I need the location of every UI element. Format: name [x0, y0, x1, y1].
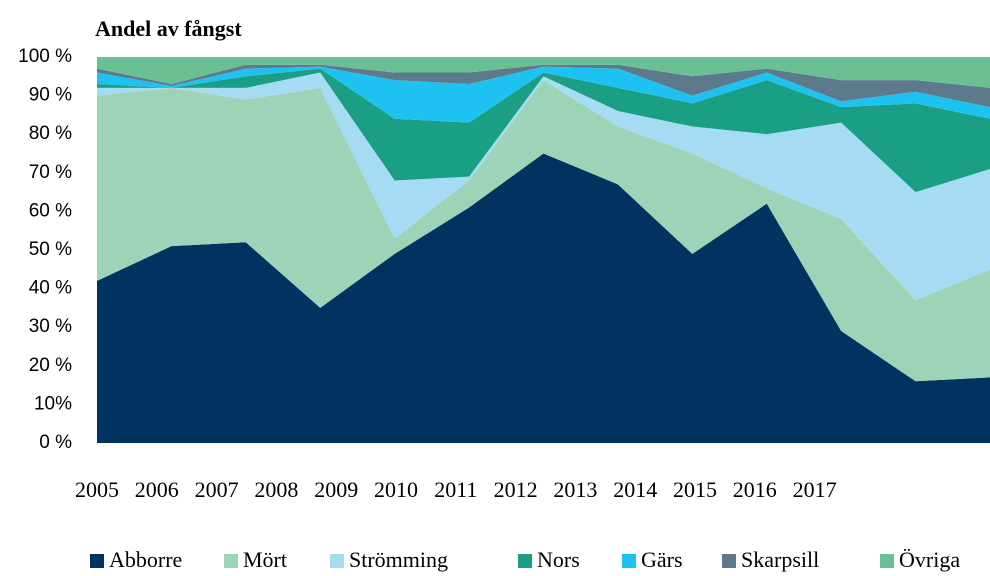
area: [97, 66, 990, 123]
y-tick-label: 90 %: [29, 85, 72, 106]
y-tick-label: 80 %: [29, 123, 72, 144]
x-tick-label: 2016: [733, 477, 777, 502]
y-tick-label: 10%: [34, 393, 72, 414]
legend-label: Skarpsill: [741, 547, 819, 572]
area: [97, 64, 990, 108]
legend-swatch: [622, 554, 636, 568]
x-tick-label: 2014: [613, 477, 657, 502]
y-tick-label: 40 %: [29, 278, 72, 299]
legend-label: Övriga: [899, 547, 960, 572]
legend-label: Mört: [243, 547, 287, 572]
legend-label: Abborre: [109, 547, 182, 572]
x-tick-label: 2008: [254, 477, 298, 502]
x-tick-label: 2013: [553, 477, 597, 502]
chart-title: Andel av fångst: [95, 16, 242, 41]
legend-swatch: [224, 554, 238, 568]
legend-label: Gärs: [641, 547, 683, 572]
x-tick-label: 2010: [374, 477, 418, 502]
x-tick-label: 2005: [75, 477, 119, 502]
legend-swatch: [518, 554, 532, 568]
legend-label: Nors: [537, 547, 580, 572]
x-tick-label: 2015: [673, 477, 717, 502]
legend-swatch: [90, 554, 104, 568]
y-tick-label: 70 %: [29, 162, 72, 183]
y-tick-label: 30 %: [29, 316, 72, 337]
x-tick-label: 2006: [135, 477, 179, 502]
y-tick-label: 60 %: [29, 200, 72, 221]
area: [97, 68, 990, 193]
y-tick-label: 50 %: [29, 239, 72, 260]
y-tick-label: 20 %: [29, 355, 72, 376]
x-tick-label: 2011: [434, 477, 477, 502]
area: [97, 57, 990, 88]
area: [97, 153, 990, 443]
y-tick-label: 100 %: [18, 46, 72, 67]
y-tick-label: 0 %: [39, 432, 72, 453]
x-tick-label: 2012: [494, 477, 538, 502]
area: [97, 72, 990, 301]
legend-swatch: [722, 554, 736, 568]
legend-label: Strömming: [349, 547, 448, 572]
legend-swatch: [330, 554, 344, 568]
x-tick-label: 2017: [793, 477, 837, 502]
x-tick-label: 2007: [195, 477, 239, 502]
legend-swatch: [880, 554, 894, 568]
x-tick-label: 2009: [314, 477, 358, 502]
area: [97, 80, 990, 382]
